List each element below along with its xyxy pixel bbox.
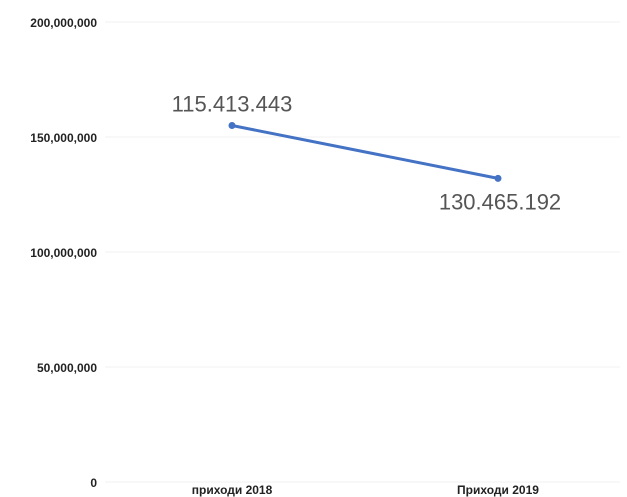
x-tick-label: приходи 2018 [192, 483, 273, 497]
y-tick-label: 150,000,000 [30, 131, 97, 145]
data-point [228, 122, 236, 129]
data-point [494, 174, 502, 182]
y-axis: 200,000,000 150,000,000 100,000,000 50,0… [30, 16, 97, 490]
x-axis: приходи 2018 Приходи 2019 [192, 483, 540, 497]
y-tick-label: 100,000,000 [30, 246, 97, 260]
y-tick-label: 200,000,000 [30, 16, 97, 30]
data-label: 115.413.443 [172, 92, 293, 117]
gridlines [105, 21, 620, 483]
series [228, 122, 502, 182]
y-tick-label: 50,000,000 [37, 361, 97, 375]
data-labels: 115.413.443 130.465.192 [172, 92, 562, 215]
y-tick-label: 0 [90, 476, 97, 490]
series-line [230, 124, 500, 180]
data-label: 130.465.192 [439, 189, 561, 214]
x-tick-label: Приходи 2019 [457, 483, 539, 497]
